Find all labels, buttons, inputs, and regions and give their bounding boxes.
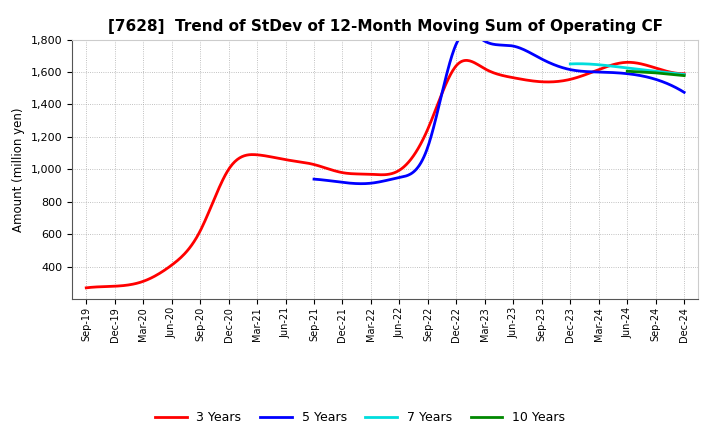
- Y-axis label: Amount (million yen): Amount (million yen): [12, 107, 25, 231]
- 7 Years: [660, 70, 668, 75]
- 5 Years: [487, 41, 495, 47]
- 7 Years: [621, 65, 629, 70]
- 3 Years: [405, 158, 414, 163]
- 3 Years: [438, 91, 446, 96]
- 7 Years: [678, 72, 686, 77]
- 7 Years: [566, 61, 575, 66]
- Line: 10 Years: 10 Years: [627, 71, 684, 76]
- 5 Years: [357, 181, 366, 186]
- 7 Years: [634, 66, 643, 72]
- 5 Years: [464, 29, 472, 35]
- 3 Years: [462, 58, 470, 63]
- 10 Years: [623, 69, 631, 74]
- Line: 5 Years: 5 Years: [314, 32, 684, 183]
- 3 Years: [573, 75, 582, 80]
- Title: [7628]  Trend of StDev of 12-Month Moving Sum of Operating CF: [7628] Trend of StDev of 12-Month Moving…: [108, 19, 662, 34]
- 3 Years: [82, 285, 91, 290]
- 7 Years: [680, 72, 688, 77]
- 10 Years: [652, 70, 660, 76]
- 7 Years: [574, 61, 582, 66]
- Line: 7 Years: 7 Years: [570, 64, 684, 74]
- 7 Years: [620, 65, 629, 70]
- 3 Years: [667, 70, 675, 75]
- 5 Years: [531, 53, 540, 59]
- 5 Years: [489, 42, 498, 47]
- 5 Years: [511, 44, 520, 49]
- 10 Years: [680, 73, 688, 78]
- 5 Years: [672, 85, 681, 91]
- Legend: 3 Years, 5 Years, 7 Years, 10 Years: 3 Years, 5 Years, 7 Years, 10 Years: [150, 407, 570, 429]
- Line: 3 Years: 3 Years: [86, 60, 684, 288]
- 3 Years: [369, 172, 378, 177]
- 5 Years: [615, 70, 624, 76]
- 3 Years: [680, 71, 688, 76]
- 7 Years: [628, 66, 636, 71]
- 5 Years: [680, 90, 688, 95]
- 5 Years: [310, 176, 318, 182]
- 3 Years: [366, 172, 374, 177]
